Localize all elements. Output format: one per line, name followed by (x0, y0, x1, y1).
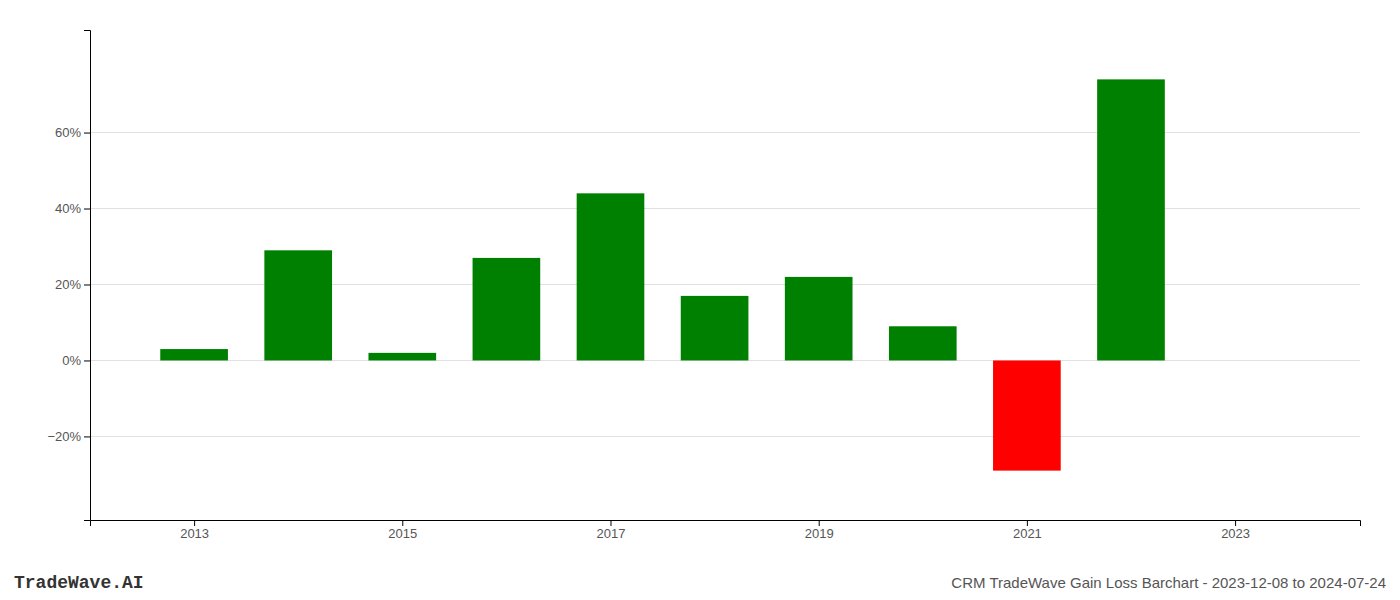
bar (785, 277, 853, 361)
x-tick-mark (1027, 520, 1028, 526)
x-tick: 2013 (180, 520, 209, 541)
y-tick: −20% (47, 429, 90, 444)
x-tick: 2023 (1221, 520, 1250, 541)
y-tick: 20% (55, 277, 90, 292)
chart-svg: 2013 2015 2017 2019 2021 2023 −20% 0% 20% 40% 60% T… (0, 0, 1400, 600)
y-tick-mark (84, 436, 90, 437)
x-tick-mark (402, 520, 403, 526)
x-tick: 2019 (805, 520, 834, 541)
bar (160, 349, 228, 360)
x-tick-mark (819, 520, 820, 526)
x-tick-label: 2023 (1221, 526, 1250, 541)
plot-area: 2013 2015 2017 2019 2021 2023 −20% 0% 20% 40% 60% (47, 31, 1360, 542)
bars (160, 79, 1165, 470)
title: CRM TradeWave Gain Loss Barchart - 2023-… (951, 574, 1386, 591)
grid-line (90, 436, 1360, 437)
bar (993, 360, 1061, 470)
y-tick-label: 40% (55, 201, 81, 216)
bar (1097, 79, 1165, 360)
grid-line (90, 132, 1360, 133)
y-tick-label: 20% (55, 277, 81, 292)
x-tick-label: 2015 (388, 526, 417, 541)
y-axis: −20% 0% 20% 40% 60% (47, 31, 90, 521)
y-tick: 60% (55, 125, 90, 140)
grid-line (90, 208, 1360, 209)
chart-container: 2013 2015 2017 2019 2021 2023 −20% 0% 20% 40% 60% T… (0, 0, 1400, 600)
y-tick-label: 60% (55, 125, 81, 140)
watermark: TradeWave.AI (14, 573, 144, 593)
y-tick: 0% (62, 353, 90, 368)
bar (368, 353, 436, 361)
y-tick: 40% (55, 201, 90, 216)
x-tick: 2021 (1013, 520, 1042, 541)
y-axis-line (84, 31, 91, 521)
bar (889, 326, 957, 360)
y-tick-mark (84, 133, 90, 134)
grid (90, 133, 1360, 437)
x-tick-label: 2019 (805, 526, 834, 541)
y-tick-label: 0% (62, 353, 81, 368)
bar (577, 193, 645, 360)
y-tick-label: −20% (47, 429, 81, 444)
bar (473, 258, 541, 361)
x-tick-label: 2021 (1013, 526, 1042, 541)
x-axis-line (91, 521, 1361, 527)
x-tick-label: 2013 (180, 526, 209, 541)
y-tick-mark (84, 284, 90, 285)
x-tick-label: 2017 (597, 526, 626, 541)
x-tick-mark (610, 520, 611, 526)
y-tick-mark (84, 360, 90, 361)
bar (681, 296, 749, 361)
y-tick-mark (84, 209, 90, 210)
x-tick-mark (194, 520, 195, 526)
bar (264, 250, 332, 360)
x-tick: 2017 (597, 520, 626, 541)
x-tick: 2015 (388, 520, 417, 541)
x-tick-mark (1235, 520, 1236, 526)
x-axis: 2013 2015 2017 2019 2021 2023 (91, 520, 1361, 541)
